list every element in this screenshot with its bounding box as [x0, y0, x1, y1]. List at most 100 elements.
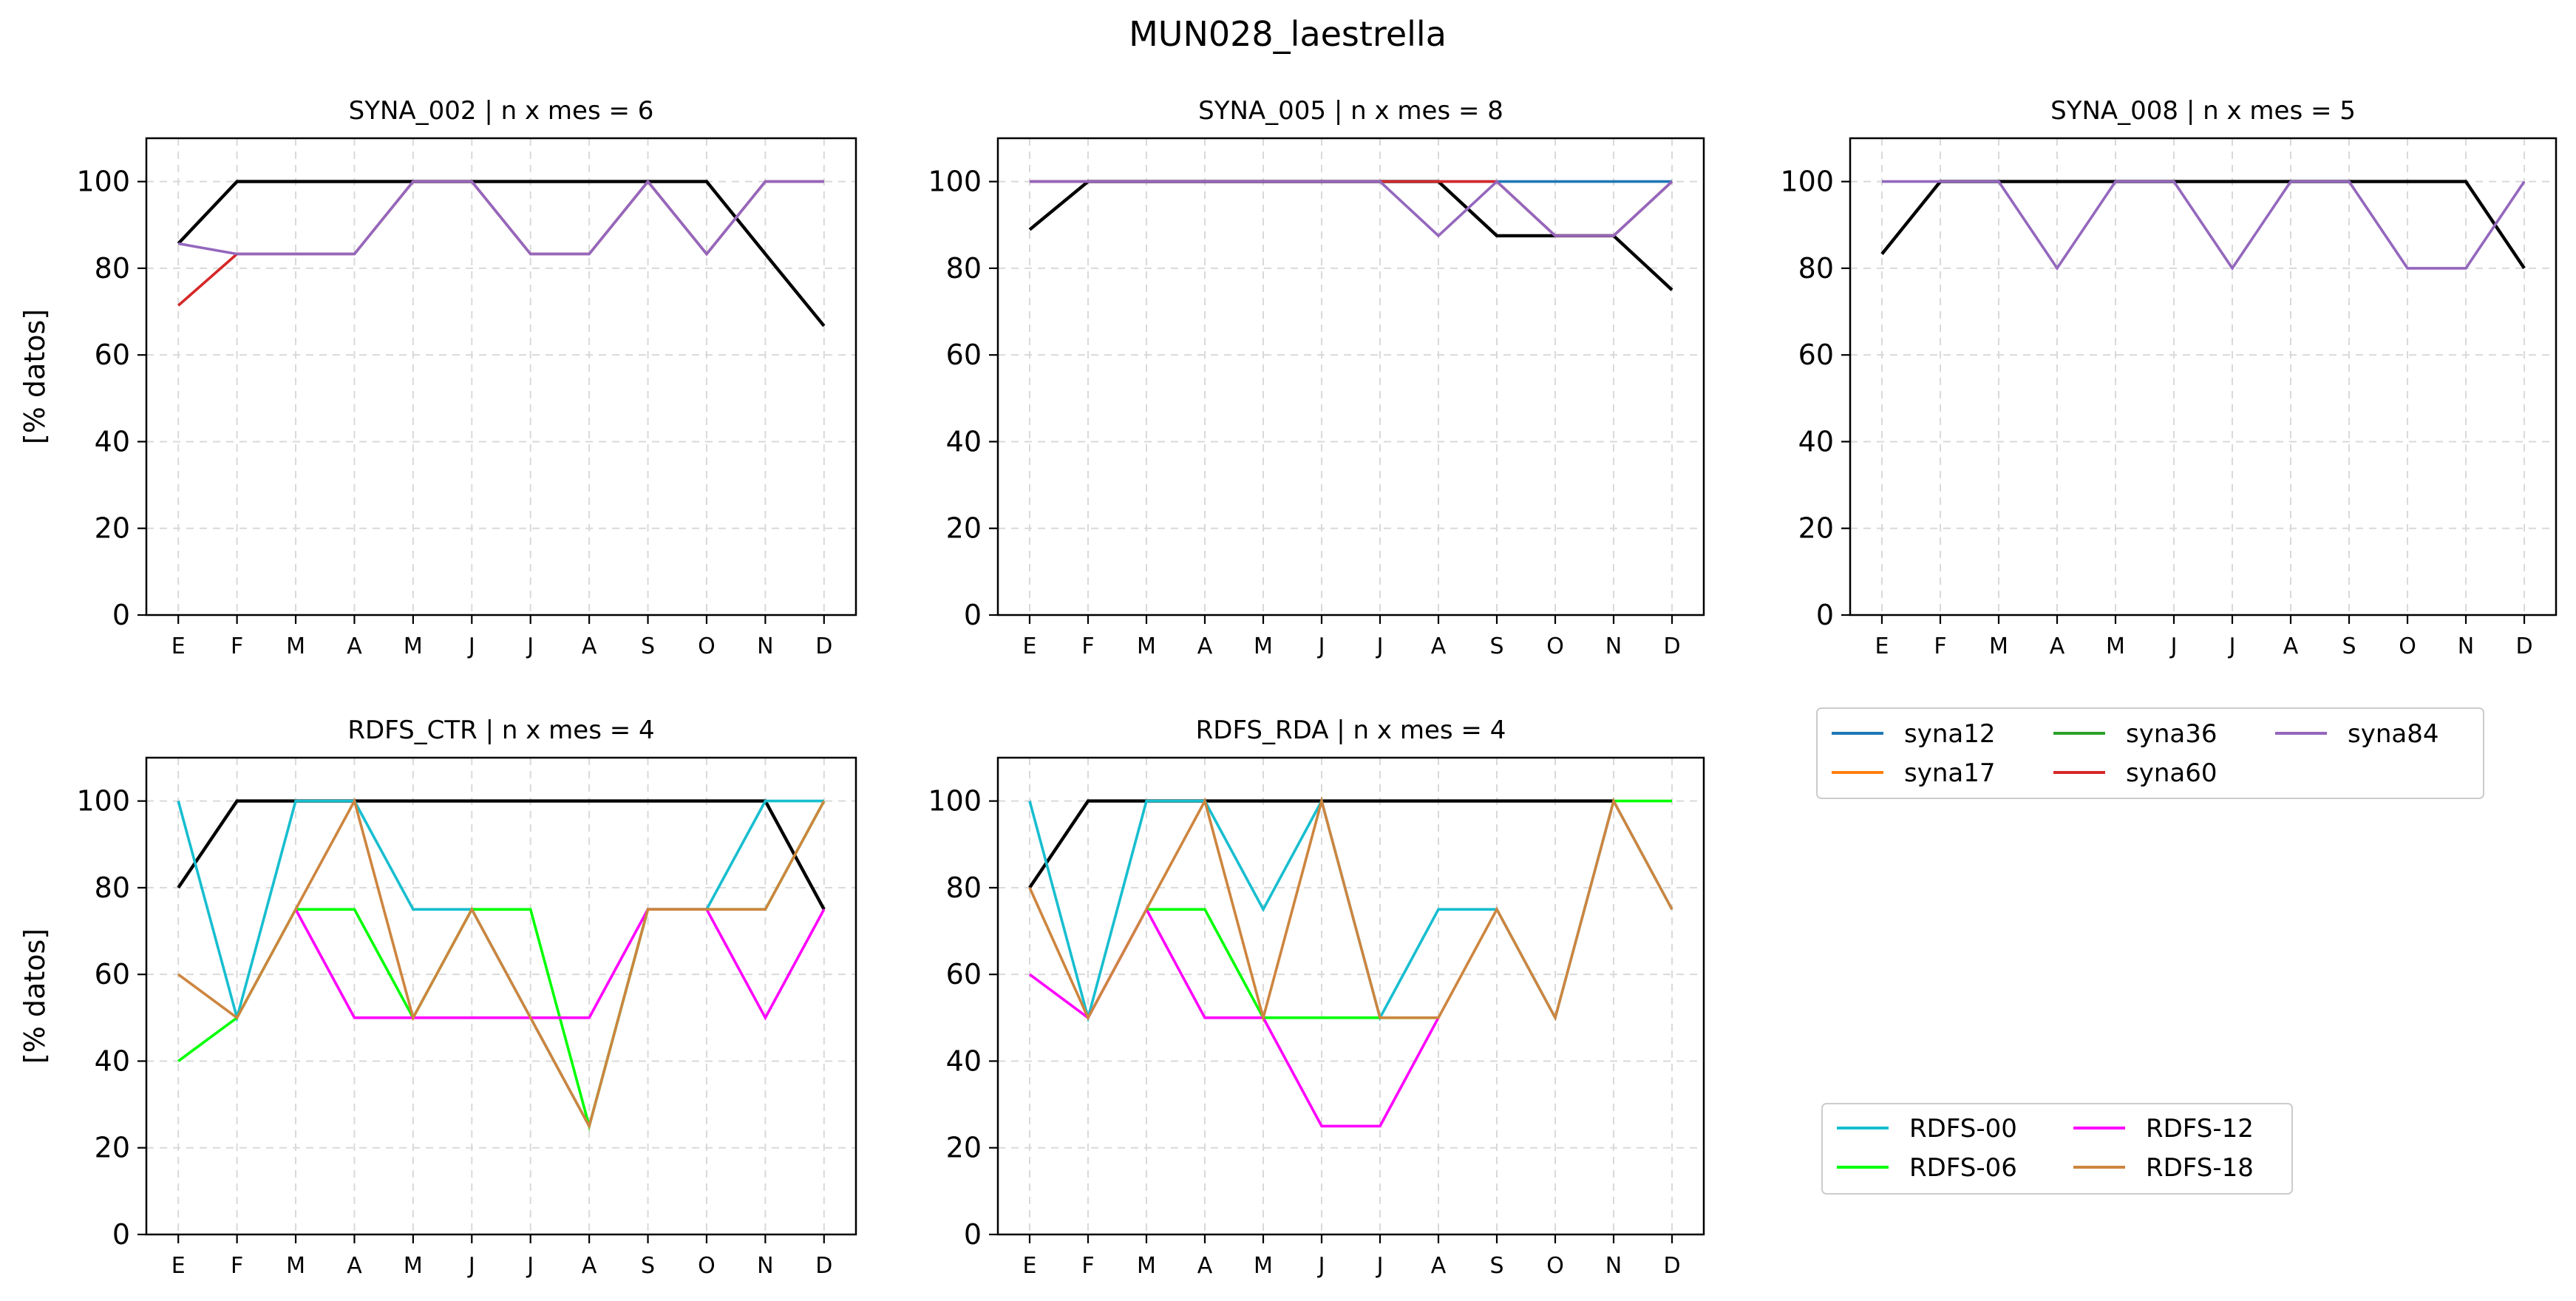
- x-tick-label: A: [2050, 633, 2065, 659]
- y-tick-label: 0: [112, 1218, 130, 1251]
- x-tick-label: J: [1376, 1253, 1384, 1279]
- panel-3: 0 20 40 60 80 100 E F M A M J J A S O N D SYNA_008 | n x m…: [1780, 96, 2558, 659]
- x-tick-label: D: [1663, 633, 1680, 659]
- x-tick-label: M: [404, 1253, 423, 1279]
- panels: 0 20 40 60 80 100 E F M A M J J A S O N D SYNA_002 | n x m…: [18, 96, 2558, 1279]
- x-tick-label: F: [1934, 633, 1946, 659]
- x-tick-label: J: [1317, 633, 1325, 659]
- x-tick-label: J: [2228, 633, 2236, 659]
- legend-rdfs-frame: [1821, 1103, 2293, 1195]
- y-tick-label: 0: [964, 1218, 982, 1251]
- x-tick-label: S: [1489, 1253, 1503, 1279]
- panel-title: RDFS_CTR | n x mes = 4: [347, 716, 654, 745]
- x-tick-label: A: [1431, 633, 1447, 659]
- series-rdfs-18: [1028, 795, 1673, 1023]
- x-tick-label: N: [757, 633, 773, 659]
- x-tick-label: N: [757, 1253, 773, 1279]
- y-tick-label: 40: [95, 425, 130, 458]
- series-syna60: [1030, 180, 1673, 237]
- x-tick-label: E: [1022, 633, 1036, 659]
- x-tick-label: F: [1081, 1253, 1094, 1279]
- x-tick-label: A: [582, 1253, 597, 1279]
- x-tick-label: S: [641, 633, 655, 659]
- x-tick-label: M: [1254, 1253, 1273, 1279]
- legend-syna-frame: [1816, 707, 2484, 799]
- legend-label-syna12: syna12: [1904, 719, 1995, 749]
- y-tick-label: 40: [1798, 425, 1834, 458]
- series-total: [177, 180, 826, 327]
- y-tick-label: 40: [95, 1044, 130, 1077]
- x-tick-label: M: [404, 633, 423, 659]
- y-tick-label: 60: [95, 958, 130, 991]
- y-tick-label: 80: [95, 872, 130, 904]
- x-tick-label: M: [2106, 633, 2125, 659]
- y-tick-label: 100: [1780, 166, 1834, 198]
- x-tick-label: D: [2515, 633, 2532, 659]
- y-tick-label: 20: [95, 1132, 130, 1164]
- series-syna84: [177, 179, 824, 257]
- legend-label-rdfs-00: RDFS-00: [1909, 1114, 2017, 1144]
- y-tick-label: 100: [928, 166, 982, 198]
- y-tick-label: 60: [946, 339, 982, 371]
- x-tick-label: E: [171, 1253, 186, 1279]
- x-tick-label: N: [1605, 633, 1622, 659]
- y-tick-label: 100: [76, 785, 130, 818]
- x-tick-label: J: [1317, 1253, 1325, 1279]
- legend-label-rdfs-06: RDFS-06: [1909, 1153, 2017, 1183]
- panel-title: SYNA_005 | n x mes = 8: [1198, 96, 1503, 126]
- x-tick-label: M: [1254, 633, 1273, 659]
- x-tick-label: N: [1605, 1253, 1622, 1279]
- legend-syna: syna12 syna17 syna36 syna60 syna84: [1816, 707, 2484, 799]
- x-tick-label: A: [1197, 633, 1213, 659]
- x-tick-label: D: [815, 1253, 832, 1279]
- y-tick-label: 80: [946, 252, 982, 285]
- x-tick-label: E: [171, 633, 186, 659]
- series-syna84: [1030, 180, 1673, 238]
- panel-4: 0 20 40 60 80 100 E F M A M J J A S O N D RDFS_CTR | n x m…: [18, 716, 857, 1279]
- y-tick-label: 20: [946, 512, 982, 545]
- y-tick-label: 0: [1816, 599, 1834, 631]
- panel-5: 0 20 40 60 80 100 E F M A M J J A S O N D RDFS_RDA | n x m…: [928, 716, 1705, 1279]
- axes-frame: [145, 756, 857, 1236]
- x-tick-label: A: [582, 633, 597, 659]
- x-tick-label: O: [698, 1253, 716, 1279]
- y-tick-label: 0: [964, 599, 982, 631]
- x-tick-label: M: [286, 633, 305, 659]
- y-tick-label: 20: [95, 512, 130, 545]
- legend-label-rdfs-18: RDFS-18: [2146, 1153, 2254, 1183]
- y-tick-label: 60: [946, 958, 982, 991]
- legend-rdfs: RDFS-00 RDFS-06 RDFS-12 RDFS-18: [1821, 1103, 2293, 1195]
- series-rdfs-18: [177, 797, 826, 1130]
- axes-frame: [145, 137, 857, 616]
- x-tick-label: F: [1081, 633, 1094, 659]
- legend-label-syna36: syna36: [2126, 719, 2217, 749]
- x-tick-label: D: [1663, 1253, 1680, 1279]
- x-tick-label: O: [2399, 633, 2416, 659]
- y-tick-label: 20: [1798, 512, 1834, 545]
- y-axis-label: [% datos]: [18, 928, 51, 1064]
- x-tick-label: F: [231, 1253, 243, 1279]
- legend-label-syna84: syna84: [2348, 719, 2439, 749]
- x-tick-label: O: [1546, 1253, 1564, 1279]
- x-tick-label: N: [2458, 633, 2474, 659]
- x-tick-label: J: [526, 633, 534, 659]
- series-rdfs-12: [294, 908, 826, 1021]
- x-tick-label: J: [2169, 633, 2178, 659]
- x-tick-label: A: [2283, 633, 2299, 659]
- y-tick-label: 100: [76, 166, 130, 198]
- x-tick-label: O: [698, 633, 716, 659]
- y-tick-label: 20: [946, 1132, 982, 1164]
- legend-label-rdfs-12: RDFS-12: [2146, 1114, 2254, 1144]
- series-syna60: [177, 179, 824, 307]
- x-tick-label: J: [1376, 633, 1384, 659]
- panel-title: SYNA_002 | n x mes = 6: [349, 96, 654, 126]
- panel-1: 0 20 40 60 80 100 E F M A M J J A S O N D SYNA_002 | n x m…: [18, 96, 857, 659]
- y-tick-label: 80: [946, 872, 982, 904]
- panel-title: SYNA_008 | n x mes = 5: [2050, 96, 2356, 126]
- x-tick-label: M: [1137, 633, 1156, 659]
- y-tick-label: 40: [946, 425, 982, 458]
- x-tick-label: A: [347, 633, 362, 659]
- panel-2: 0 20 40 60 80 100 E F M A M J J A S O N D SYNA_005 | n x m…: [928, 96, 1705, 659]
- panel-title: RDFS_RDA | n x mes = 4: [1196, 716, 1506, 745]
- series-total: [177, 799, 826, 911]
